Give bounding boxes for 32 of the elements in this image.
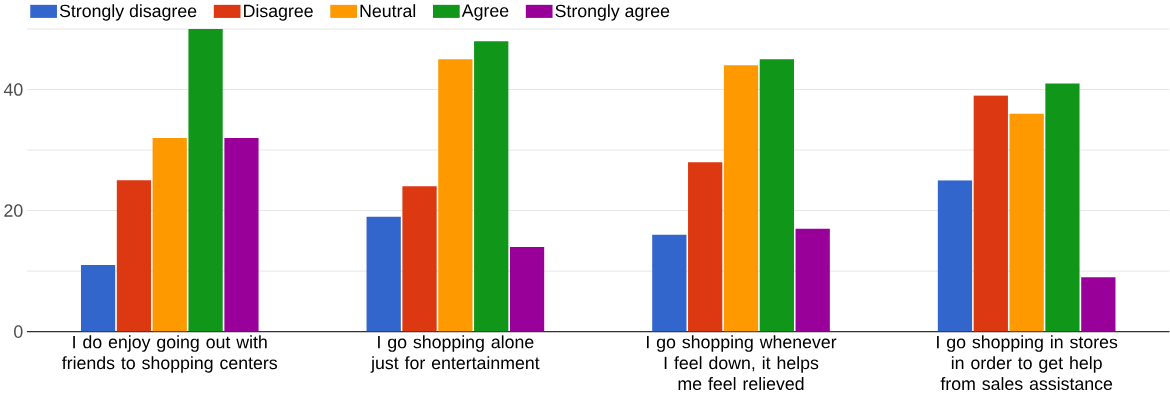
bar xyxy=(224,138,259,332)
bar xyxy=(723,65,759,332)
legend-label: Strongly agree xyxy=(555,4,670,21)
bar xyxy=(509,247,545,332)
bar xyxy=(438,59,473,332)
bar xyxy=(80,265,116,332)
bar xyxy=(116,180,152,332)
legend-label: Disagree xyxy=(244,4,313,21)
bar xyxy=(759,59,794,332)
bar xyxy=(402,186,437,332)
y-tick-label: 0 xyxy=(14,325,23,339)
bar xyxy=(474,41,509,332)
bar xyxy=(152,138,187,332)
bar xyxy=(1009,113,1044,332)
bar xyxy=(688,162,723,332)
x-tick-label: I do enjoy going out with friends to shopping centers xyxy=(62,335,278,373)
x-tick-label: I go shopping alone just for entertainment xyxy=(370,335,540,373)
bar xyxy=(188,29,223,332)
x-tick-label: I go shopping in stores in order to get help from sales assistance xyxy=(937,335,1118,391)
legend-label: Strongly disagree xyxy=(59,4,197,21)
bar xyxy=(1081,277,1116,332)
bar xyxy=(795,228,830,332)
y-tick-label: 20 xyxy=(4,204,23,218)
legend-label: Agree xyxy=(461,4,509,21)
legend-label: Neutral xyxy=(360,4,416,18)
bar xyxy=(973,95,1008,332)
bar xyxy=(1045,83,1080,332)
bar xyxy=(937,180,973,332)
bar xyxy=(366,216,401,332)
x-tick-label: I go shopping whenever I feel down, it helps me feel relieved xyxy=(646,335,837,391)
y-tick-label: 40 xyxy=(3,83,23,97)
bar xyxy=(652,235,687,332)
